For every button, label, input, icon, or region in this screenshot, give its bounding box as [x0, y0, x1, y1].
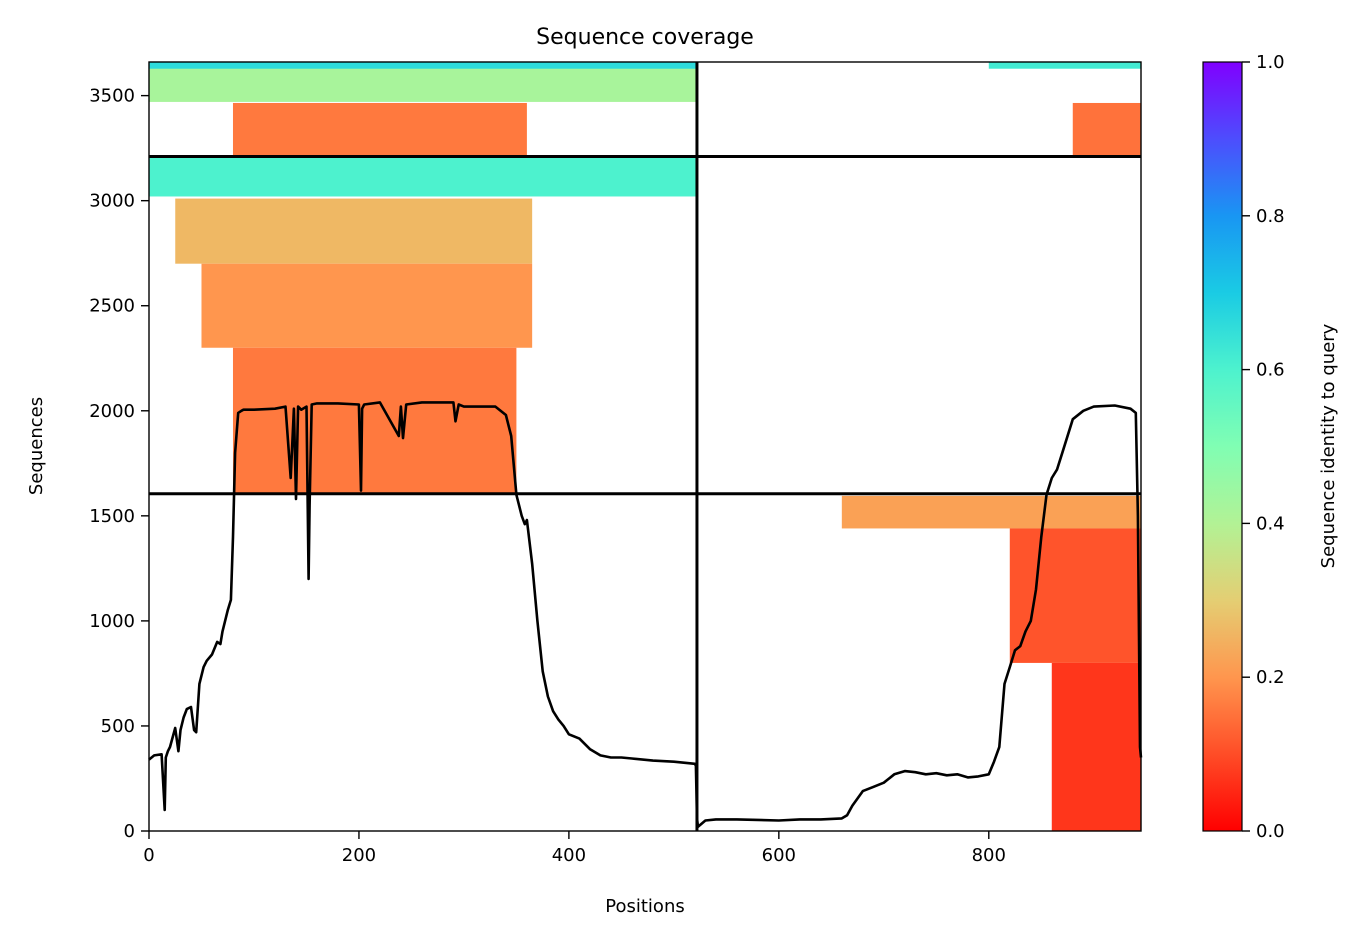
- x-axis-label: Positions: [605, 896, 684, 917]
- coverage-block-8: [1072, 102, 1141, 156]
- colorbar-tick-label-5: 1.0: [1256, 52, 1285, 73]
- coverage-block-9: [841, 495, 1141, 529]
- coverage-block-10: [1009, 528, 1141, 663]
- plot-area: [148, 62, 1143, 831]
- y-tick-label-0: 0: [124, 821, 135, 842]
- y-tick-label-5: 2500: [89, 296, 135, 317]
- x-tick-label-0: 0: [143, 845, 154, 866]
- coverage-block-7: [988, 62, 1141, 69]
- y-tick-label-2: 1000: [89, 611, 135, 632]
- colorbar-gradient: [1202, 61, 1243, 832]
- axes: 0 200 400 600 800 0 500 1000 1500 2000 2500 3000 350…: [89, 61, 1142, 866]
- colorbar: 0.0 0.2 0.4 0.6 0.8 1.0: [1202, 52, 1285, 842]
- x-tick-label-3: 600: [762, 845, 796, 866]
- colorbar-tick-label-3: 0.6: [1256, 360, 1285, 381]
- x-tick-label-2: 400: [552, 845, 586, 866]
- coverage-block-1: [149, 62, 697, 69]
- y-tick-label-3: 1500: [89, 506, 135, 527]
- colorbar-tick-label-2: 0.4: [1256, 513, 1285, 534]
- coverage-block-3: [149, 157, 697, 197]
- coverage-block-6: [232, 347, 517, 493]
- chart-title: Sequence coverage: [536, 25, 754, 50]
- coverage-block-2: [232, 102, 527, 156]
- x-tick-label-1: 200: [342, 845, 376, 866]
- y-tick-label-7: 3500: [89, 86, 135, 107]
- y-tick-label-4: 2000: [89, 401, 135, 422]
- coverage-block-0: [149, 63, 697, 102]
- y-tick-label-1: 500: [101, 716, 135, 737]
- colorbar-tick-label-4: 0.8: [1256, 206, 1285, 227]
- coverage-line: [148, 401, 1143, 829]
- coverage-block-11: [1051, 662, 1141, 831]
- colorbar-tick-label-1: 0.2: [1256, 667, 1285, 688]
- y-axis-label: Sequences: [26, 397, 47, 495]
- y-tick-label-6: 3000: [89, 191, 135, 212]
- colorbar-label: Sequence identity to query: [1318, 323, 1339, 568]
- x-tick-label-4: 800: [972, 845, 1006, 866]
- plot-frame: [148, 61, 1142, 832]
- colorbar-tick-label-0: 0.0: [1256, 821, 1285, 842]
- coverage-block-5: [201, 263, 533, 348]
- coverage-block-4: [175, 198, 533, 264]
